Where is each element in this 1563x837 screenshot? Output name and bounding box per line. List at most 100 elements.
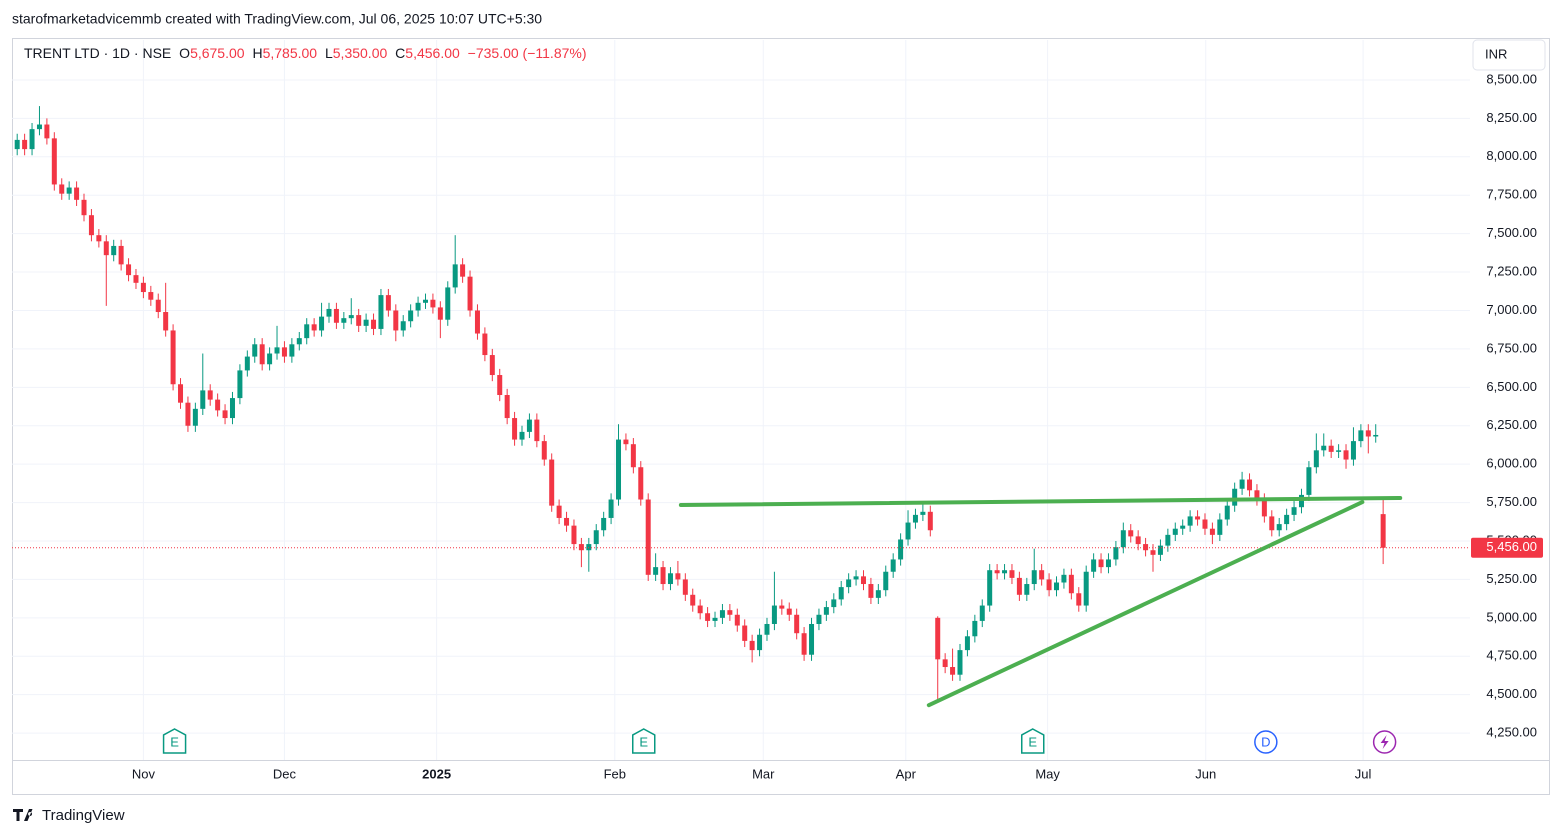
candle-body xyxy=(385,295,391,311)
y-tick-label: 7,000.00 xyxy=(1486,302,1537,317)
candle-body xyxy=(289,344,295,357)
candle-body xyxy=(890,559,896,572)
candle-body xyxy=(1284,514,1290,525)
candle-body xyxy=(497,375,503,396)
candle-body xyxy=(237,370,243,399)
event-marker[interactable] xyxy=(1254,730,1278,754)
candle-body xyxy=(1076,593,1082,606)
candle-body xyxy=(868,584,874,598)
candle-body xyxy=(1083,571,1089,606)
candle-body xyxy=(578,544,584,551)
candle-body xyxy=(296,338,302,345)
candle-body xyxy=(229,398,235,419)
candle-body xyxy=(400,321,406,331)
legend-value: 5,350.00 xyxy=(333,45,388,61)
candle-body xyxy=(200,390,206,409)
candle-body xyxy=(163,312,169,331)
footer-logo: TradingView xyxy=(13,807,125,824)
logo-icon xyxy=(13,809,33,821)
candle-body xyxy=(1350,441,1356,460)
legend-key: L xyxy=(325,45,333,61)
event-marker[interactable] xyxy=(632,728,656,754)
candle-body xyxy=(667,573,673,585)
legend: TRENT LTD · 1D · NSE O5,675.00 H5,785.00… xyxy=(24,45,587,61)
candle-body xyxy=(519,431,525,440)
candle-body xyxy=(1143,544,1149,551)
candle-body xyxy=(1098,559,1104,568)
candle-body xyxy=(1046,579,1052,591)
candle-body xyxy=(920,511,926,515)
x-tick-label: May xyxy=(1035,766,1060,781)
y-tick-label: 6,000.00 xyxy=(1486,456,1537,471)
candle-body xyxy=(1157,545,1163,555)
x-tick-label: Mar xyxy=(752,766,775,781)
candle-body xyxy=(489,355,495,376)
candle-body xyxy=(853,576,859,580)
candle-body xyxy=(1039,570,1045,580)
candle-body xyxy=(371,319,377,329)
candle-body xyxy=(616,439,622,500)
last-price-tag xyxy=(1471,537,1543,558)
candle-body xyxy=(133,275,139,283)
candle-body xyxy=(860,576,866,585)
candle-body xyxy=(727,610,733,615)
legend-value: 5,456.00 xyxy=(405,45,460,61)
candle-body xyxy=(571,525,577,545)
candle-body xyxy=(705,613,711,621)
candle-body xyxy=(749,640,755,651)
y-tick-label: 6,500.00 xyxy=(1486,379,1537,394)
candle-body xyxy=(393,310,399,331)
candle-body xyxy=(823,607,829,615)
candle-body xyxy=(192,408,198,426)
candle-body xyxy=(1031,570,1037,585)
candle-body xyxy=(59,184,65,194)
candle-body xyxy=(905,522,911,540)
event-marker[interactable] xyxy=(162,728,187,754)
candle-body xyxy=(430,299,436,308)
candle-body xyxy=(274,347,280,354)
candle-body xyxy=(22,139,28,150)
currency[interactable]: INR xyxy=(1485,46,1507,61)
candle-body xyxy=(140,282,146,293)
y-tick-label: 8,250.00 xyxy=(1486,110,1537,125)
candle-body xyxy=(1209,528,1215,535)
y-tick-label: 5,750.00 xyxy=(1486,494,1537,509)
currency-button[interactable] xyxy=(1472,39,1546,71)
candle-body xyxy=(623,439,629,445)
candle-body xyxy=(757,634,763,651)
candle-body xyxy=(1061,574,1067,583)
candle-body xyxy=(437,307,443,320)
candle-body xyxy=(103,241,109,256)
candle-body xyxy=(1261,499,1267,517)
candle-body xyxy=(185,402,191,426)
candle-body xyxy=(333,308,339,323)
candle-body xyxy=(556,505,562,518)
candle-body xyxy=(1276,524,1282,531)
candle-body xyxy=(304,324,310,339)
candle-body xyxy=(942,659,948,668)
candle-body xyxy=(1358,430,1364,442)
candle-body xyxy=(348,315,354,319)
candle-body xyxy=(207,390,213,400)
x-tick-label: Jun xyxy=(1195,766,1216,781)
candle-body xyxy=(1328,445,1334,452)
candle-body xyxy=(319,316,325,331)
candle-body xyxy=(645,499,651,575)
x-tick-label: Apr xyxy=(896,766,917,781)
candle-body xyxy=(252,344,258,357)
candle-body xyxy=(630,444,636,468)
candle-body xyxy=(541,441,547,460)
candle-body xyxy=(593,530,599,545)
y-tick-label: 6,750.00 xyxy=(1486,340,1537,355)
x-tick-label: 2025 xyxy=(422,766,451,781)
candle-body xyxy=(1313,450,1319,468)
y-tick-label: 4,250.00 xyxy=(1486,725,1537,740)
candle-body xyxy=(846,579,852,588)
candle-body xyxy=(118,245,124,265)
event-marker[interactable] xyxy=(1021,728,1045,754)
y-tick-label: 8,500.00 xyxy=(1486,71,1537,86)
trend-line xyxy=(678,495,1403,508)
candle-body xyxy=(126,264,132,276)
